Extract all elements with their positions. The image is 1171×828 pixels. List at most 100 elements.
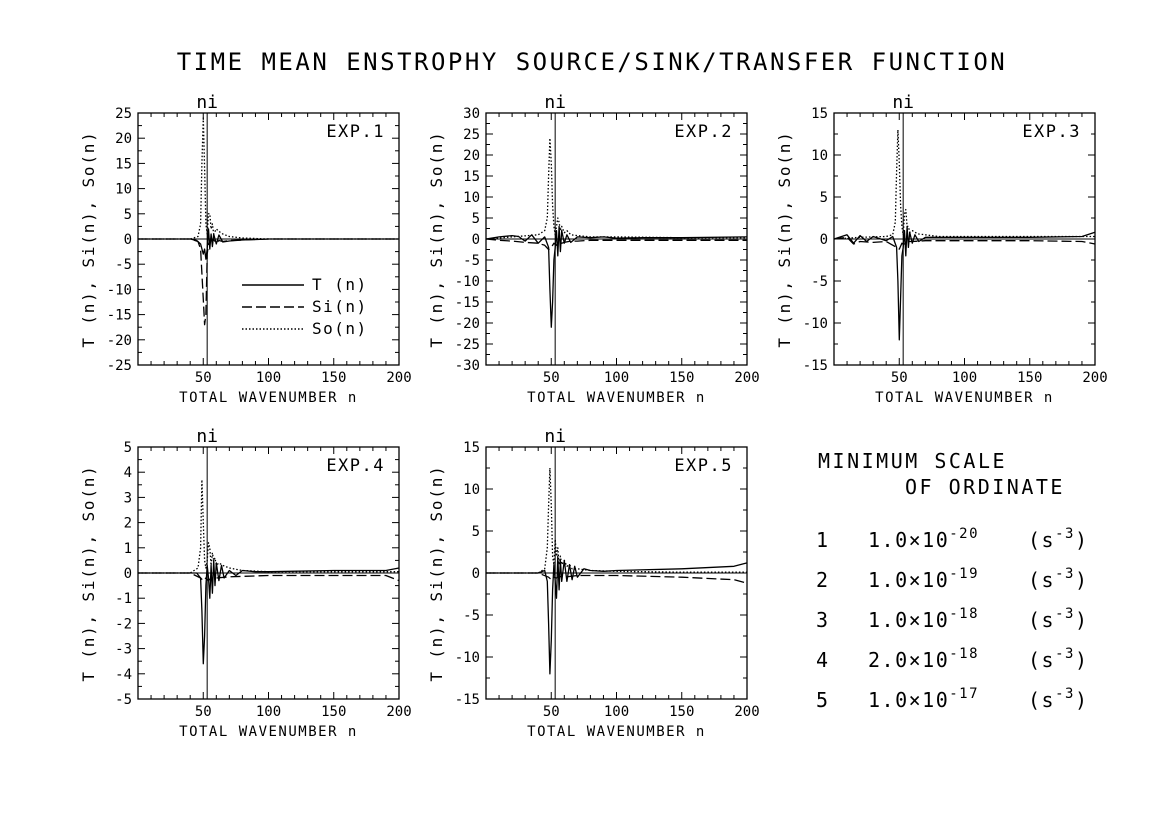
y-tick-label: 15	[811, 106, 828, 122]
y-tick-label: -5	[115, 257, 132, 273]
chart-panel-2: -30 -25 -20 -15 -10 -5 0 5 10 15 20 25 30 50 100 150 200…	[427, 92, 760, 406]
scale-exponent: -18	[949, 606, 979, 622]
y-tick-label: 25	[115, 106, 132, 122]
y-tick-label: 20	[115, 131, 132, 147]
y-tick-label: -5	[811, 274, 828, 290]
y-tick-label: -5	[463, 608, 480, 624]
unit-suffix: )	[1075, 608, 1089, 632]
y-axis-label: T (n), Si(n), So(n)	[775, 130, 794, 347]
scale-note: MINIMUM SCALE OF ORDINATE 1 1.0×10-20 (s-3…	[816, 449, 1089, 712]
x-tick-label: 200	[1082, 370, 1107, 386]
x-tick-label: 200	[734, 704, 759, 720]
y-tick-label: 15	[463, 169, 480, 185]
scale-row-exp: 1	[816, 528, 828, 552]
unit-suffix: )	[1075, 688, 1089, 712]
x-tick-label: 150	[321, 370, 346, 386]
y-tick-label: 20	[463, 148, 480, 164]
x-tick-label: 150	[669, 370, 694, 386]
ni-marker-label: ni	[892, 92, 914, 113]
y-tick-label: 5	[124, 207, 132, 223]
series-line-dashed	[486, 572, 748, 584]
series-line-dashed	[485, 238, 747, 251]
panel-label: EXP.4	[326, 456, 385, 476]
y-axis-label: T (n), Si(n), So(n)	[427, 130, 446, 347]
y-tick-label: 0	[820, 232, 828, 248]
unit-suffix: )	[1075, 648, 1089, 672]
y-tick-label: 5	[820, 190, 828, 206]
ni-marker-label: ni	[196, 92, 218, 113]
x-tick-label: 100	[604, 370, 629, 386]
y-tick-label: 15	[463, 440, 480, 456]
y-tick-label: 25	[463, 127, 480, 143]
y-tick-label: -30	[455, 358, 480, 374]
y-tick-label: 10	[811, 148, 828, 164]
scale-mantissa: 1.0	[868, 528, 909, 552]
scale-exponent: -18	[949, 646, 979, 662]
x-tick-label: 100	[256, 370, 281, 386]
unit-prefix: (s	[1028, 648, 1055, 672]
series-line-dotted	[138, 479, 399, 574]
chart-panel-5: -15 -10 -5 0 5 10 15 50 100 150 200 TOTAL WAVENUMBE…	[427, 426, 760, 740]
scale-unit: (s-3)	[1028, 526, 1089, 552]
x-tick-label: 150	[669, 704, 694, 720]
unit-exponent: -3	[1055, 606, 1075, 622]
scale-row-value: 1.0×10-18	[868, 606, 979, 632]
scale-note-heading-1: MINIMUM SCALE	[818, 449, 1007, 473]
x-tick-label: 100	[952, 370, 977, 386]
y-tick-label: 10	[463, 482, 480, 498]
scale-note-heading-2: OF ORDINATE	[905, 475, 1065, 499]
legend-label: Si(n)	[312, 297, 368, 316]
scale-row-value: 1.0×10-20	[868, 526, 979, 552]
x-tick-label: 50	[543, 370, 560, 386]
unit-prefix: (s	[1028, 528, 1055, 552]
scale-exponent: -20	[949, 526, 979, 542]
y-tick-label: 0	[124, 566, 132, 582]
legend-label: T (n)	[312, 275, 368, 294]
scale-row-exp: 3	[816, 608, 828, 632]
x-tick-label: 50	[195, 704, 212, 720]
figure-title: TIME MEAN ENSTROPHY SOURCE/SINK/TRANSFER…	[177, 48, 1008, 76]
x-tick-label: 200	[734, 370, 759, 386]
scale-mantissa: 2.0	[868, 648, 909, 672]
ni-marker-label: ni	[544, 92, 566, 113]
scale-unit: (s-3)	[1028, 646, 1089, 672]
series-line-dotted	[486, 467, 747, 574]
y-tick-label: 1	[124, 541, 132, 557]
unit-prefix: (s	[1028, 608, 1055, 632]
scale-exponent: -17	[949, 686, 979, 702]
panel-label: EXP.5	[674, 456, 733, 476]
y-tick-label: 30	[463, 106, 480, 122]
scale-row-exp: 2	[816, 568, 828, 592]
y-axis-label: T (n), Si(n), So(n)	[79, 130, 98, 347]
unit-exponent: -3	[1055, 646, 1075, 662]
series-line-dashed	[138, 238, 399, 326]
y-tick-label: 2	[124, 516, 132, 532]
y-tick-label: 0	[472, 566, 480, 582]
y-tick-label: 10	[463, 190, 480, 206]
x-tick-label: 100	[256, 704, 281, 720]
scale-times: ×10	[909, 648, 950, 672]
y-tick-label: -20	[107, 333, 132, 349]
x-tick-label: 50	[891, 370, 908, 386]
y-axis-label: T (n), Si(n), So(n)	[79, 464, 98, 681]
scale-row-exp: 4	[816, 648, 828, 672]
x-axis-label: TOTAL WAVENUMBER n	[179, 390, 358, 406]
x-axis-label: TOTAL WAVENUMBER n	[527, 390, 706, 406]
chart-panel-1: -25 -20 -15 -10 -5 0 5 10 15 20 25 50 100 150 200 TOTAL…	[79, 92, 412, 406]
x-axis-label: TOTAL WAVENUMBER n	[527, 724, 706, 740]
series-line-solid	[833, 225, 1096, 341]
scale-row-value: 1.0×10-19	[868, 566, 979, 592]
x-axis-label: TOTAL WAVENUMBER n	[875, 390, 1054, 406]
unit-prefix: (s	[1028, 688, 1055, 712]
y-tick-label: -1	[115, 591, 132, 607]
series-line-dashed	[833, 236, 1096, 250]
y-tick-label: 10	[115, 182, 132, 198]
y-axis-label: T (n), Si(n), So(n)	[427, 464, 446, 681]
series-line-dotted	[138, 117, 399, 240]
x-tick-label: 100	[604, 704, 629, 720]
y-tick-label: 5	[124, 440, 132, 456]
unit-exponent: -3	[1055, 566, 1075, 582]
unit-exponent: -3	[1055, 686, 1075, 702]
